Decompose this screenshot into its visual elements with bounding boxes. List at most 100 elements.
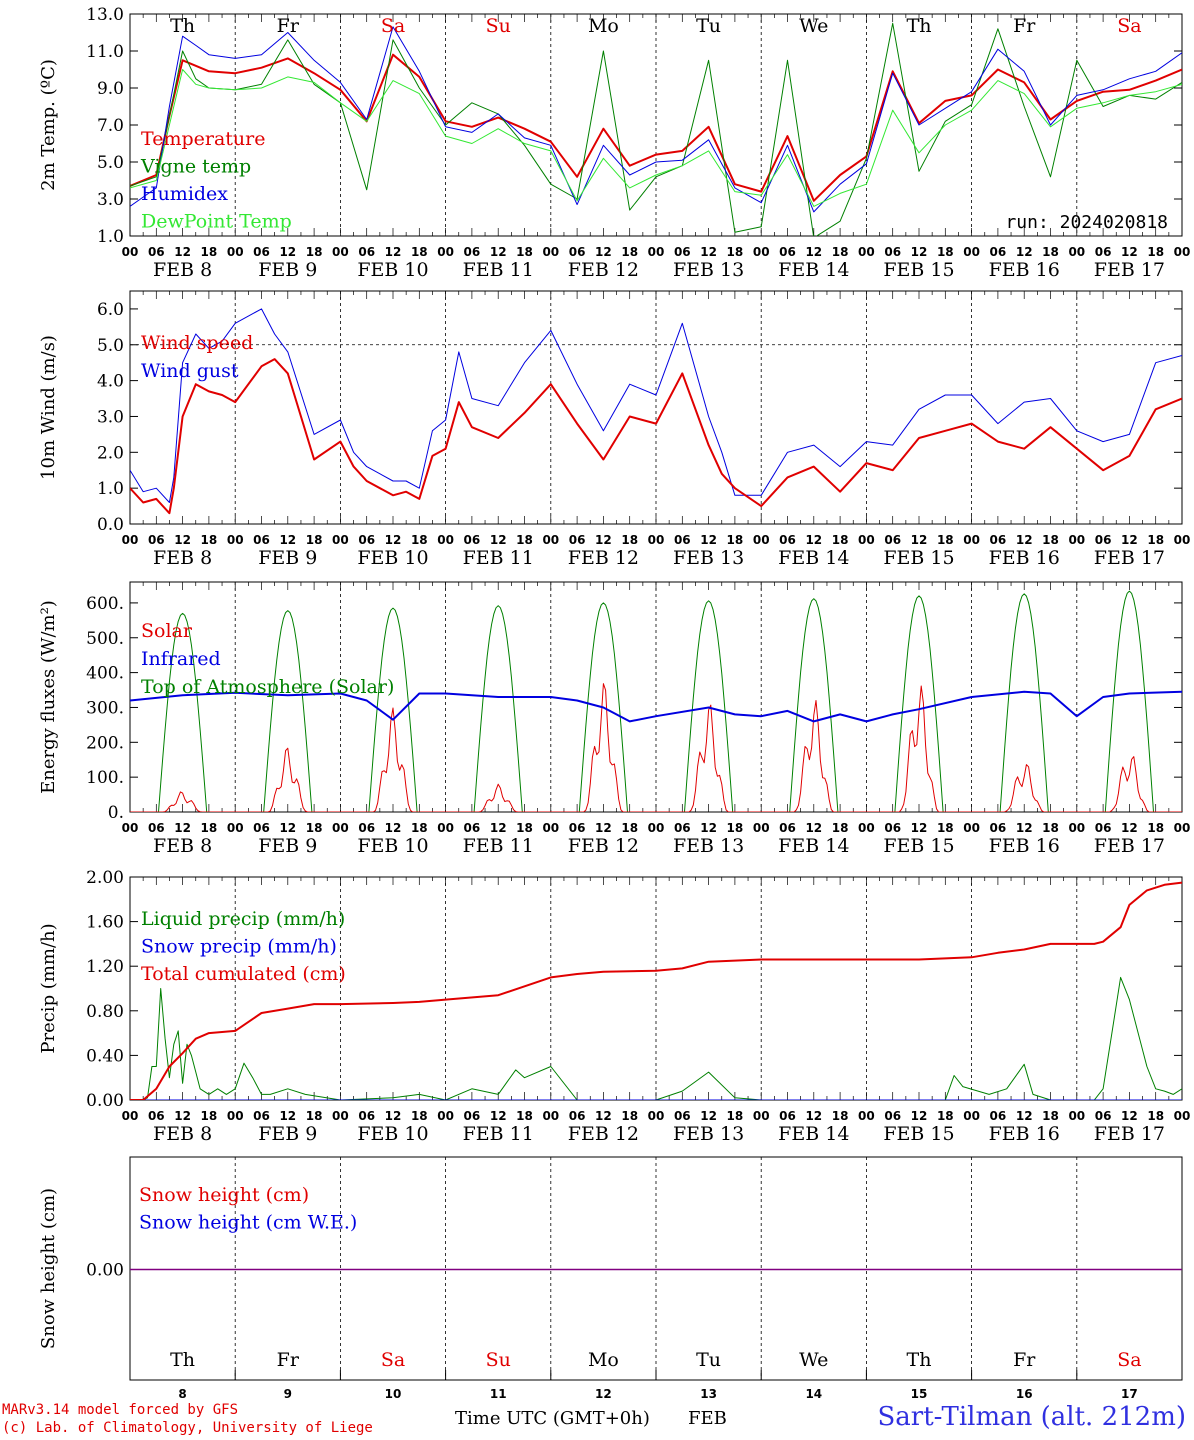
series-solar: [130, 683, 1182, 812]
hour-tick-label: 12: [700, 1109, 717, 1123]
legend-entry: Wind gust: [141, 360, 239, 382]
y-tick-label: 1.0: [97, 227, 124, 247]
hour-tick-label: 00: [227, 533, 244, 547]
y-axis-label: 2m Temp. (ºC): [38, 59, 59, 191]
hour-tick-label: 18: [516, 821, 533, 835]
hour-tick-label: 12: [700, 821, 717, 835]
hour-tick-label: 06: [464, 1109, 481, 1123]
hour-tick-label: 00: [1174, 821, 1191, 835]
date-label: FEB 8: [153, 259, 212, 281]
hour-tick-label: 00: [437, 821, 454, 835]
series-infrared: [130, 690, 1182, 723]
day-number-label: 9: [284, 1387, 292, 1401]
y-tick-label: 1.20: [86, 957, 124, 977]
hour-tick-label: 18: [621, 245, 638, 259]
y-tick-label: 100.: [86, 768, 124, 788]
hour-tick-label: 18: [727, 821, 744, 835]
hour-tick-label: 06: [253, 245, 270, 259]
y-tick-label: 0.00: [86, 1091, 124, 1111]
hour-tick-label: 00: [648, 1109, 665, 1123]
hour-tick-label: 12: [1016, 821, 1033, 835]
y-tick-label: 6.0: [97, 300, 124, 320]
hour-tick-label: 00: [542, 821, 559, 835]
hour-tick-label: 06: [779, 1109, 796, 1123]
y-tick-label: 0.00: [86, 1261, 124, 1281]
hour-tick-label: 12: [911, 533, 928, 547]
hour-tick-label: 12: [174, 533, 191, 547]
date-label: FEB 14: [778, 547, 849, 569]
hour-tick-label: 06: [779, 245, 796, 259]
hour-tick-label: 18: [832, 533, 849, 547]
day-of-week-label: Fr: [1013, 1349, 1036, 1371]
hour-tick-label: 00: [437, 533, 454, 547]
hour-tick-label: 18: [306, 245, 323, 259]
hour-tick-label: 00: [437, 245, 454, 259]
y-tick-label: 13.0: [86, 5, 124, 25]
hour-tick-label: 12: [595, 533, 612, 547]
hour-tick-label: 06: [464, 245, 481, 259]
hour-tick-label: 00: [1174, 533, 1191, 547]
hour-tick-label: 18: [832, 245, 849, 259]
hour-tick-label: 00: [122, 245, 139, 259]
legend-entry: Humidex: [141, 183, 228, 205]
hour-tick-label: 18: [937, 245, 954, 259]
legend-entry: Snow height (cm W.E.): [139, 1212, 357, 1234]
hour-tick-label: 18: [621, 821, 638, 835]
y-axis-label: Precip (mm/h): [38, 923, 59, 1053]
date-label: FEB 17: [1094, 835, 1165, 857]
hour-tick-label: 06: [464, 533, 481, 547]
legend-entry: Infrared: [141, 648, 221, 670]
hour-tick-label: 18: [1042, 1109, 1059, 1123]
hour-tick-label: 00: [963, 245, 980, 259]
hour-tick-label: 12: [490, 1109, 507, 1123]
hour-tick-label: 00: [542, 245, 559, 259]
hour-tick-label: 12: [805, 245, 822, 259]
y-tick-label: 2.0: [97, 443, 124, 463]
y-tick-label: 9.0: [97, 79, 124, 99]
y-tick-label: 2.00: [86, 868, 124, 888]
y-tick-label: 200.: [86, 733, 124, 753]
date-label: FEB 17: [1094, 259, 1165, 281]
y-tick-label: 1.0: [97, 479, 124, 499]
hour-tick-label: 18: [727, 245, 744, 259]
y-tick-label: 500.: [86, 629, 124, 649]
hour-tick-label: 18: [1042, 821, 1059, 835]
y-tick-label: 0.: [108, 803, 124, 823]
hour-tick-label: 00: [753, 245, 770, 259]
hour-tick-label: 12: [279, 821, 296, 835]
legend-entry: Snow precip (mm/h): [141, 936, 337, 958]
date-label: FEB 8: [153, 835, 212, 857]
hour-tick-label: 12: [700, 533, 717, 547]
y-tick-label: 11.0: [86, 42, 124, 62]
hour-tick-label: 18: [937, 821, 954, 835]
day-number-label: 12: [595, 1387, 612, 1401]
date-label: FEB 13: [673, 547, 744, 569]
hour-tick-label: 00: [542, 1109, 559, 1123]
y-tick-label: 1.60: [86, 913, 124, 933]
hour-tick-label: 00: [227, 1109, 244, 1123]
date-label: FEB 11: [463, 1123, 534, 1145]
hour-tick-label: 18: [516, 533, 533, 547]
hour-tick-label: 06: [148, 245, 165, 259]
hour-tick-label: 06: [569, 821, 586, 835]
y-tick-label: 0.40: [86, 1046, 124, 1066]
hour-tick-label: 00: [858, 533, 875, 547]
hour-tick-label: 12: [1016, 533, 1033, 547]
hour-tick-label: 06: [674, 245, 691, 259]
date-label: FEB 10: [357, 1123, 428, 1145]
hour-tick-label: 12: [595, 245, 612, 259]
y-tick-label: 0.80: [86, 1002, 124, 1022]
hour-tick-label: 18: [727, 533, 744, 547]
hour-tick-label: 06: [884, 245, 901, 259]
credit-line-2: (c) Lab. of Climatology, University of L…: [2, 1420, 373, 1436]
hour-tick-label: 12: [279, 245, 296, 259]
hour-tick-label: 06: [253, 533, 270, 547]
series-wind-speed: [130, 358, 1182, 515]
date-label: FEB 12: [568, 547, 639, 569]
hour-tick-label: 00: [753, 821, 770, 835]
hour-tick-label: 00: [963, 821, 980, 835]
hour-tick-label: 12: [279, 533, 296, 547]
day-of-week-label: Fr: [1013, 15, 1036, 37]
series-total-precip: [130, 881, 1182, 1100]
day-of-week-label: Th: [907, 1349, 932, 1371]
